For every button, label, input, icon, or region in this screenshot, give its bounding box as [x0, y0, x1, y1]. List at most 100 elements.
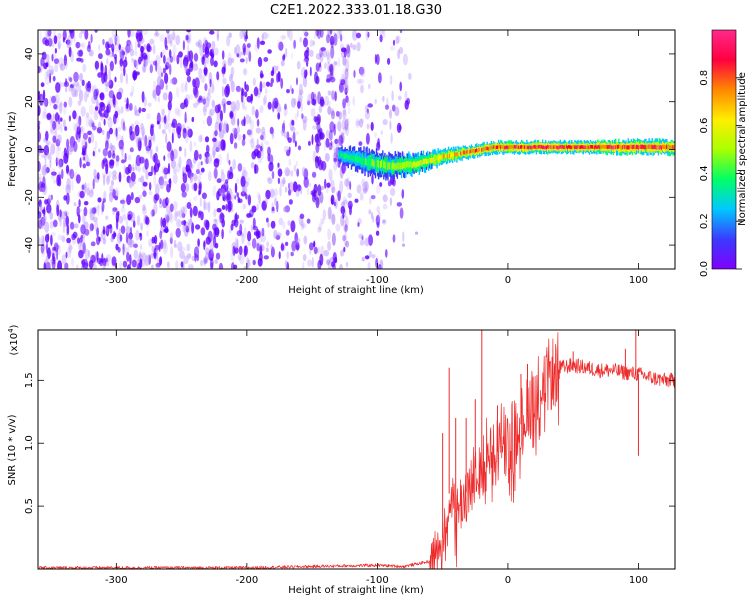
- spectrogram-stray-dot: [382, 219, 386, 223]
- spectrogram-noise-dot: [127, 30, 131, 38]
- spectrogram-noise-dot: [60, 63, 63, 71]
- spectrogram-noise-dot: [91, 122, 95, 128]
- spectrogram-noise-dot: [186, 202, 192, 209]
- spectrogram-noise-dot: [72, 122, 76, 132]
- spectrogram-band-cell: [392, 161, 394, 169]
- spectrogram-band-cell: [667, 145, 669, 150]
- spectrogram-noise-dot: [328, 168, 333, 181]
- spectrogram-noise-dot: [326, 100, 331, 107]
- spectrogram-streak-dot: [327, 261, 332, 269]
- spectrogram-noise-dot: [170, 159, 177, 169]
- spectrogram-noise-dot: [94, 140, 98, 149]
- spectrogram-band-cell: [349, 154, 352, 161]
- spectrogram-noise-dot: [180, 206, 183, 218]
- spectrogram-noise-dot: [156, 113, 161, 121]
- spectrogram-noise-dot: [73, 202, 77, 207]
- spectrogram-noise-dot: [38, 219, 43, 230]
- spectrogram-band-cell: [595, 144, 597, 149]
- spectrogram-noise-dot: [53, 35, 58, 45]
- spectrogram-noise-dot: [278, 107, 282, 113]
- spectrogram-noise-dot: [237, 196, 241, 203]
- spectrogram-streak-dot: [346, 176, 351, 191]
- spectrogram-noise-dot: [68, 85, 73, 92]
- spectrogram-noise-dot: [147, 253, 150, 265]
- spectrogram-noise-dot: [343, 47, 347, 58]
- spectrogram-band-cell: [374, 159, 377, 167]
- spectrogram-band-cell: [406, 161, 408, 168]
- spectrogram-band-cell: [599, 145, 601, 150]
- spectrogram-band-cell: [559, 144, 561, 149]
- spectrogram-band-cell: [459, 152, 461, 156]
- spectrogram-streak-dot: [319, 253, 324, 266]
- spectrogram-band-cell: [590, 145, 593, 149]
- spectrogram-streak-dot: [332, 260, 337, 269]
- spectrogram-noise-dot: [398, 46, 404, 55]
- spectrogram-noise-dot: [150, 125, 154, 137]
- spectrogram-noise-dot: [301, 223, 307, 229]
- spectrogram-noise-dot: [377, 137, 380, 149]
- spectrogram-noise-dot: [49, 72, 52, 84]
- spectrogram-noise-dot: [233, 46, 237, 55]
- spectrogram-noise-dot: [266, 32, 270, 39]
- spectrogram-noise-dot: [184, 147, 187, 158]
- spectrogram-noise-dot: [82, 156, 86, 161]
- spectrogram-noise-dot: [307, 100, 311, 106]
- x-tick-label: -100: [366, 575, 389, 586]
- spectrogram-noise-dot: [320, 47, 326, 52]
- spectrogram-noise-dot: [134, 124, 140, 137]
- spectrogram-band-cell: [389, 162, 391, 170]
- spectrogram-noise-dot: [119, 234, 123, 242]
- spectrogram-noise-dot: [145, 170, 149, 180]
- spectrogram-noise-dot: [390, 132, 393, 144]
- spectrogram-noise-dot: [333, 147, 339, 159]
- spectrogram-band-cell: [568, 144, 570, 149]
- spectrogram-band-cell: [410, 160, 412, 167]
- spectrogram-noise-dot: [215, 252, 221, 260]
- spectrogram-noise-dot: [206, 115, 213, 127]
- spectrogram-band-cell: [419, 159, 422, 166]
- spectrogram-noise-dot: [105, 48, 111, 56]
- spectrogram-band-cell: [558, 145, 560, 150]
- spectrogram-noise-dot: [276, 200, 279, 213]
- spectrogram-noise-dot: [214, 121, 219, 132]
- spectrogram-noise-dot: [137, 166, 141, 173]
- spectrogram-noise-dot: [127, 41, 133, 52]
- spectrogram-noise-dot: [137, 262, 141, 269]
- spectrogram-band-cell: [572, 145, 574, 149]
- spectrogram-noise-dot: [55, 147, 61, 159]
- spectrogram-noise-dot: [283, 206, 287, 213]
- spectrogram-band-cell: [576, 145, 578, 150]
- spectrogram-streak-dot: [346, 45, 351, 58]
- spectrogram-streak-dot: [340, 249, 345, 257]
- spectrogram-band-cell: [345, 153, 347, 159]
- spectrogram-noise-dot: [80, 30, 85, 34]
- spectrogram-noise-dot: [331, 142, 337, 151]
- spectrogram-band-cell: [489, 145, 491, 150]
- spectrogram-noise-dot: [124, 166, 130, 175]
- spectrogram-noise-dot: [236, 214, 240, 220]
- spectrogram-band-cell: [490, 145, 493, 150]
- x-tick-label: 0: [505, 275, 511, 286]
- spectrogram-band-cell: [615, 145, 617, 150]
- spectrogram-band-cell: [405, 162, 407, 169]
- spectrogram-noise-dot: [119, 72, 124, 84]
- spectrogram-band-cell: [370, 159, 372, 167]
- spectrogram-noise-dot: [214, 47, 219, 56]
- spectrogram-band-cell: [399, 162, 402, 170]
- spectrogram-band-cell: [412, 162, 414, 169]
- spectrogram-noise-dot: [105, 254, 112, 262]
- spectrogram-noise-dot: [87, 130, 92, 136]
- spectrogram-streak-dot: [329, 62, 334, 76]
- spectrogram-noise-dot: [346, 117, 350, 126]
- spectrogram-noise-dot: [63, 60, 68, 70]
- spectrogram-noise-dot: [205, 252, 210, 262]
- spectrogram-noise-dot: [296, 77, 298, 86]
- spectrogram-noise-dot: [47, 30, 52, 37]
- spectrogram-noise-dot: [408, 72, 412, 80]
- spectrogram-noise-dot: [111, 30, 118, 40]
- spectrogram-noise-dot: [185, 94, 190, 105]
- spectrogram-band-cell: [606, 145, 608, 149]
- spectrogram-noise-dot: [343, 199, 348, 204]
- spectrogram-noise-dot: [84, 138, 88, 148]
- spectrogram-noise-dot: [277, 162, 280, 168]
